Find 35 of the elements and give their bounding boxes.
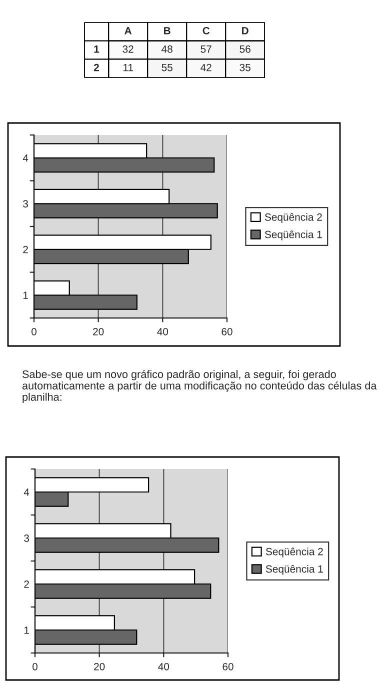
legend-label: Seqüência 2 xyxy=(266,548,323,558)
y-tick-label: 1 xyxy=(24,626,29,634)
x-tick-label: 20 xyxy=(94,662,105,670)
y-tick-label: 4 xyxy=(24,488,30,496)
data-label: 48 xyxy=(162,45,172,53)
legend-label: Seqüência 2 xyxy=(264,213,322,223)
y-tick-label: 3 xyxy=(24,534,29,542)
x-tick-label: 0 xyxy=(32,328,36,336)
x-tick-label: 60 xyxy=(222,328,232,336)
x-tick-label: 20 xyxy=(93,328,104,336)
y-tick-label: 1 xyxy=(23,292,28,299)
data-label: 42 xyxy=(200,64,212,72)
x-tick-label: A xyxy=(124,27,132,34)
x-tick-label: 0 xyxy=(32,662,38,670)
data-label: 56 xyxy=(240,45,250,53)
x-tick-label: B xyxy=(164,27,170,34)
legend-label: Seqüência 1 xyxy=(264,230,322,240)
y-tick-label: 2 xyxy=(24,580,29,588)
x-tick-label: D xyxy=(242,27,248,34)
x-tick-label: 40 xyxy=(157,328,168,336)
legend-label: Seqüência 1 xyxy=(266,564,323,575)
data-label: 35 xyxy=(240,64,250,72)
text: Sabe-se que um novo gráfico padrão original, a seguir, foi gerado automaticamente a partir de uma modificação no conteúdo das células da planilha: xyxy=(22,370,377,403)
data-label: 57 xyxy=(200,46,212,53)
y-tick-label: 2 xyxy=(94,64,99,72)
data-label: 11 xyxy=(123,64,133,72)
y-tick-label: 1 xyxy=(94,46,100,53)
data-label: 55 xyxy=(162,64,172,72)
x-tick-label: 60 xyxy=(222,662,234,670)
data-label: 32 xyxy=(122,45,134,53)
y-tick-label: 3 xyxy=(23,200,28,208)
x-tick-label: C xyxy=(202,27,210,34)
y-tick-label: 4 xyxy=(22,154,28,162)
x-tick-label: 40 xyxy=(158,662,170,670)
y-tick-label: 2 xyxy=(23,246,28,254)
